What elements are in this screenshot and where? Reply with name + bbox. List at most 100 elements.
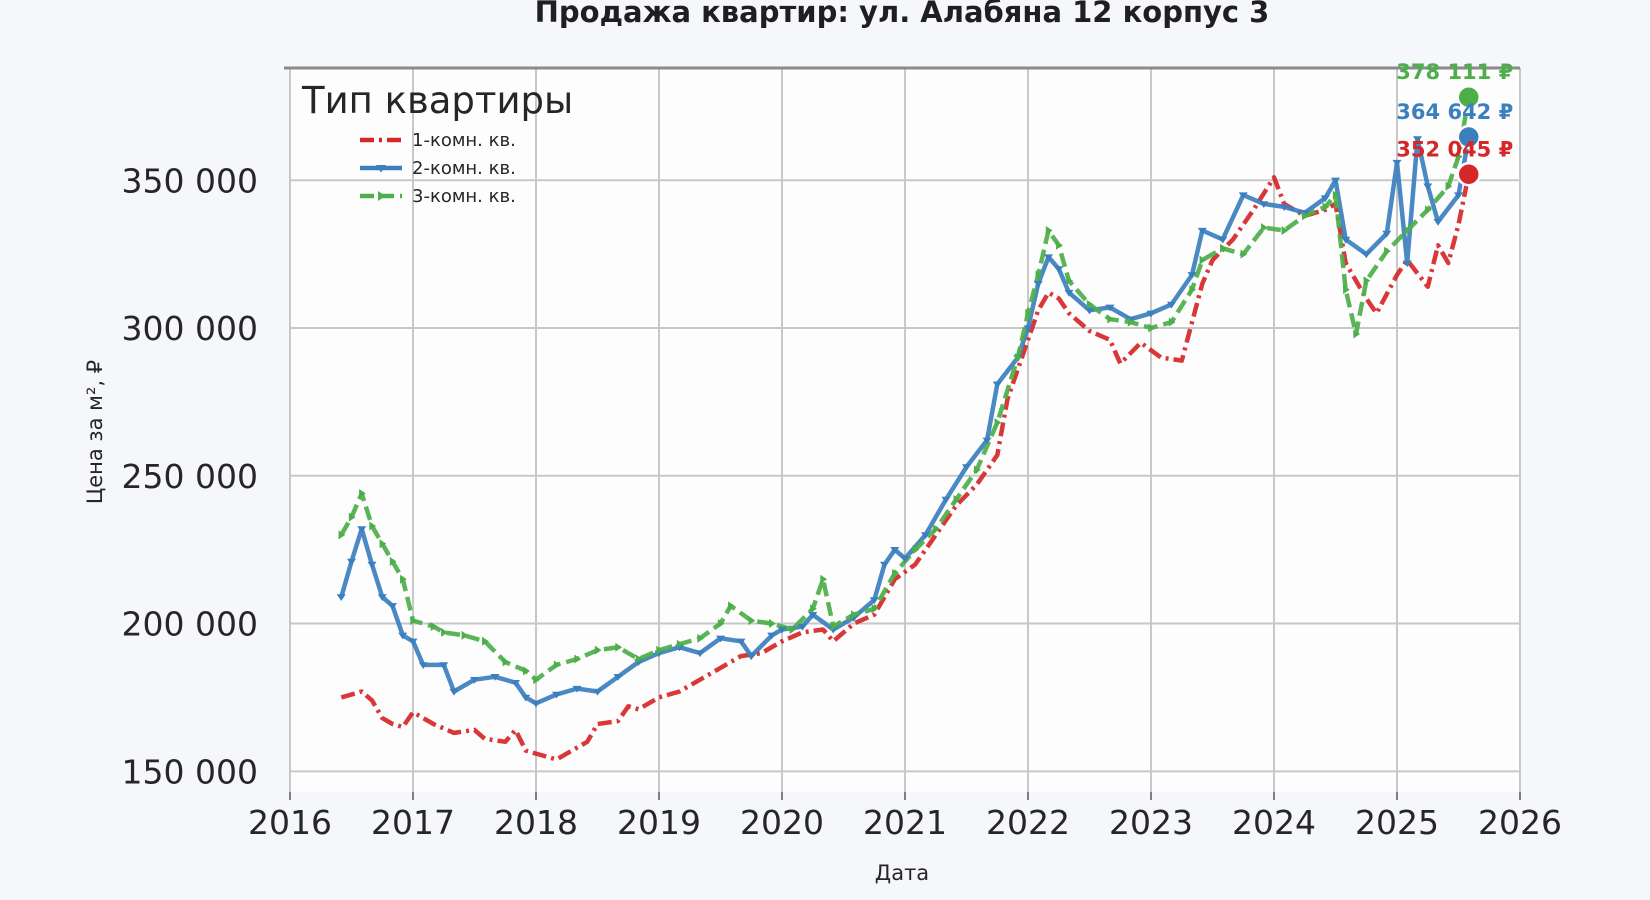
- x-tick-label: 2021: [863, 803, 947, 842]
- data-point-marker: [941, 496, 951, 504]
- x-tick-label: 2025: [1355, 803, 1439, 842]
- data-point-marker: [523, 666, 530, 676]
- data-point-marker: [869, 597, 879, 604]
- data-point-marker: [1199, 255, 1207, 265]
- data-point-marker: [777, 626, 787, 634]
- data-point-marker: [736, 638, 746, 646]
- x-tick-label: 2018: [494, 803, 578, 842]
- legend-item-label: 3-комн. кв.: [412, 186, 516, 207]
- data-point-marker: [1392, 159, 1402, 167]
- data-point-marker: [1259, 201, 1269, 208]
- data-point-marker: [900, 555, 910, 563]
- legend-item-label: 2-комн. кв.: [412, 158, 516, 179]
- data-point-marker: [1320, 195, 1330, 203]
- data-point-marker: [1056, 240, 1063, 250]
- data-point-marker: [962, 464, 971, 471]
- end-point-dot: [1456, 124, 1481, 150]
- data-point-marker: [871, 604, 879, 614]
- data-point-marker: [1423, 183, 1433, 191]
- data-point-marker: [1187, 272, 1197, 279]
- data-point-marker: [1148, 323, 1156, 333]
- data-point-marker: [441, 627, 448, 637]
- data-point-marker: [1332, 190, 1340, 200]
- end-point-label: 364 642 ₽: [1396, 100, 1513, 124]
- x-tick-label: 2020: [740, 803, 824, 842]
- x-tick-label: 2019: [617, 803, 701, 842]
- data-point-marker: [1343, 285, 1350, 295]
- data-point-marker: [574, 654, 582, 664]
- data-point-marker: [1279, 204, 1289, 211]
- data-point-marker: [1044, 254, 1053, 262]
- legend-item-label: 1-комн. кв.: [412, 130, 516, 151]
- data-point-marker: [367, 561, 377, 569]
- x-axis-ticks: 2016 2017 2018 2019 2020 2021 2022 2023 2024 2025…: [248, 792, 1562, 842]
- data-point-marker: [482, 636, 489, 646]
- data-point-marker: [615, 642, 623, 652]
- y-tick-label: 250 000: [122, 457, 258, 496]
- y-tick-label: 300 000: [122, 309, 258, 348]
- data-point-marker: [1015, 353, 1022, 363]
- data-point-marker: [1361, 251, 1371, 259]
- data-point-marker: [490, 674, 500, 681]
- data-point-marker: [1085, 307, 1094, 315]
- data-point-marker: [656, 645, 664, 655]
- data-point-marker: [717, 619, 725, 629]
- data-point-marker: [449, 688, 459, 696]
- series-line: [340, 173, 1471, 762]
- data-point-marker: [1146, 310, 1156, 318]
- data-point-marker: [348, 512, 356, 522]
- data-point-marker: [748, 616, 756, 626]
- data-point-marker: [470, 677, 479, 684]
- data-point-marker: [1425, 205, 1432, 215]
- data-point-marker: [1189, 285, 1197, 295]
- data-point-marker: [767, 632, 777, 640]
- data-point-marker: [1322, 202, 1330, 212]
- data-point-marker: [1105, 304, 1115, 312]
- data-point-marker: [635, 654, 643, 664]
- data-point-marker: [728, 601, 735, 611]
- data-point-marker: [1127, 317, 1135, 327]
- x-tick-label: 2026: [1478, 803, 1562, 842]
- data-point-marker: [1433, 218, 1443, 226]
- data-point-marker: [1404, 226, 1412, 236]
- data-point-marker: [851, 610, 858, 620]
- end-point-label: 352 045 ₽: [1396, 137, 1513, 161]
- data-point-marker: [892, 568, 899, 578]
- data-point-marker: [410, 616, 418, 626]
- data-point-marker: [1363, 276, 1371, 286]
- data-point-marker: [1167, 301, 1176, 309]
- data-point-marker: [1086, 299, 1094, 309]
- data-point-marker: [531, 700, 541, 708]
- data-point-marker: [933, 524, 940, 534]
- data-point-marker: [697, 633, 705, 643]
- data-point-marker: [716, 635, 725, 643]
- data-point-marker: [830, 622, 838, 632]
- data-point-marker: [810, 604, 817, 614]
- x-tick-label: 2017: [371, 803, 455, 842]
- data-point-marker: [769, 619, 776, 629]
- data-point-marker: [389, 557, 397, 567]
- data-point-marker: [1045, 226, 1053, 236]
- data-point-marker: [418, 662, 428, 669]
- end-point-label: 378 111 ₽: [1396, 60, 1513, 84]
- data-point-marker: [1455, 152, 1463, 162]
- data-point-marker: [798, 623, 807, 631]
- data-point-marker: [369, 521, 377, 531]
- x-tick-label: 2022: [986, 803, 1070, 842]
- y-axis-label: Цена за м², ₽: [83, 360, 107, 504]
- data-point-marker: [1197, 227, 1207, 235]
- data-point-marker: [338, 530, 346, 540]
- data-point-marker: [400, 574, 407, 584]
- data-point-marker: [376, 165, 386, 173]
- data-point-marker: [613, 674, 623, 681]
- data-point-marker: [1064, 289, 1074, 297]
- y-tick-label: 350 000: [122, 161, 258, 200]
- data-point-marker: [461, 630, 469, 640]
- data-point-marker: [1353, 329, 1361, 339]
- data-point-marker: [521, 694, 531, 702]
- data-point-marker: [880, 561, 889, 569]
- chart-title: Продажа квартир: ул. Алабяна 12 корпус 3: [535, 0, 1270, 29]
- data-point-marker: [1025, 308, 1033, 318]
- data-point-marker: [572, 685, 582, 693]
